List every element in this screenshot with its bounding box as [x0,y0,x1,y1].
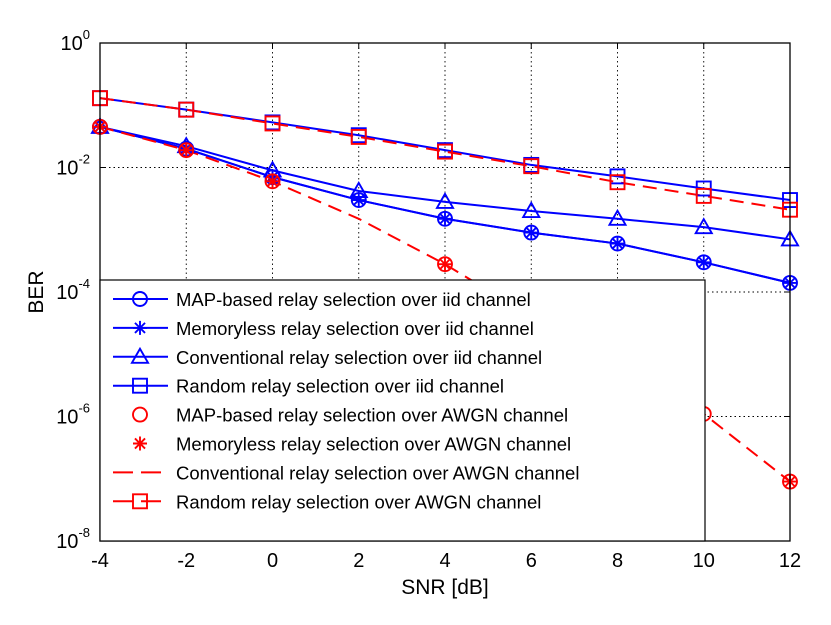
y-tick-label: 10-8 [56,525,90,553]
legend-label: MAP-based relay selection over iid chann… [176,289,531,310]
x-tick-label: 0 [267,550,278,572]
y-tick-label: 10-4 [56,276,90,304]
legend: MAP-based relay selection over iid chann… [99,279,706,542]
data-point-3 [607,208,628,226]
data-point-8 [437,143,453,160]
legend-marker [132,493,148,510]
data-point-8 [350,128,367,145]
data-point-6 [265,174,280,189]
y-tick-labels: 100 10-2 10-4 10-6 10-8 [56,27,90,553]
legend-label: Memoryless relay selection over AWGN cha… [176,434,571,455]
data-point-3 [521,201,541,218]
legend-label: Random relay selection over iid channel [176,376,504,397]
data-point-2 [438,211,452,226]
data-point-8 [264,115,281,132]
y-tick-label: 10-6 [56,401,90,429]
x-tick-label: 4 [439,550,450,572]
legend-label: Conventional relay selection over iid ch… [176,347,542,368]
data-point-2 [351,193,366,208]
legend-marker [132,406,148,423]
data-point-8 [523,158,540,175]
x-tick-label: -4 [91,550,109,572]
data-point-2 [524,225,539,240]
data-point-3 [349,180,369,198]
data-point-2 [610,236,625,251]
series-line-8 [99,97,791,211]
legend-label: Memoryless relay selection over iid chan… [176,318,534,339]
legend-label: Conventional relay selection over AWGN c… [176,462,579,483]
legend-marker [130,346,150,364]
data-point-8 [609,174,626,191]
x-tick-label: 8 [612,550,623,572]
data-point-6 [179,143,194,158]
legend-marker [132,291,148,307]
x-tick-label: 6 [526,550,537,572]
data-point-6 [438,257,452,272]
x-tick-labels: -4 -2 0 2 4 6 8 10 12 [91,550,801,572]
legend-marker [133,320,147,335]
x-tick-label: 10 [693,550,715,572]
data-point-2 [696,255,711,270]
data-point-3 [694,217,714,235]
legend-label: Random relay selection over AWGN channel [176,491,541,512]
legend-box [99,279,706,542]
x-tick-label: -2 [177,550,195,572]
data-point-3 [435,191,455,209]
y-axis-label: BER [25,270,48,313]
data-point-8 [178,101,195,118]
y-tick-label: 10-2 [56,152,90,180]
y-tick-label: 100 [61,27,90,55]
legend-label: MAP-based relay selection over AWGN chan… [176,405,568,426]
series-line-3 [99,125,791,241]
x-axis-label: SNR [dB] [401,576,489,599]
data-point-8 [695,187,712,204]
x-tick-label: 12 [779,550,801,572]
legend-marker [133,436,147,451]
legend-marker [132,377,148,394]
x-tick-label: 2 [353,550,364,572]
